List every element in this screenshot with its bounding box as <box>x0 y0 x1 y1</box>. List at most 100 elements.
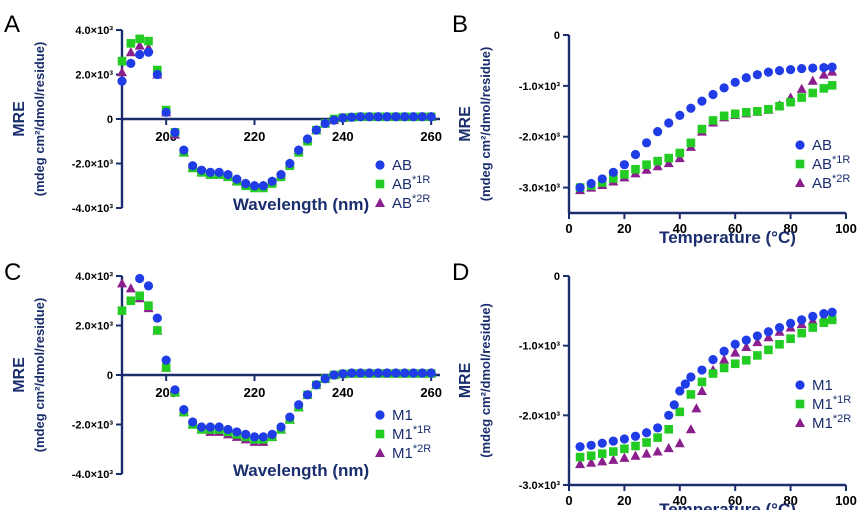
data-point <box>619 160 630 170</box>
y-axis-label: MRE <box>11 101 28 137</box>
data-point <box>708 369 718 378</box>
data-point <box>641 138 652 148</box>
data-point <box>786 97 795 107</box>
y-tick-label: 4.0×10³ <box>75 25 113 37</box>
data-point <box>675 110 685 120</box>
y-tick-label: -3.0×10³ <box>519 183 561 195</box>
data-point <box>320 118 330 129</box>
data-point <box>680 379 690 389</box>
data-point <box>575 452 585 462</box>
data-point <box>708 89 718 100</box>
data-point <box>597 456 608 466</box>
data-point <box>608 454 619 464</box>
data-point <box>320 374 330 384</box>
y-tick-label: -2.0×10³ <box>519 132 561 144</box>
data-point <box>696 385 707 395</box>
data-point <box>653 433 662 442</box>
legend-label: M1 <box>392 407 413 424</box>
data-point <box>267 176 277 186</box>
x-tick-label: 80 <box>783 493 797 508</box>
data-point <box>708 355 718 365</box>
data-point <box>808 323 818 332</box>
data-point <box>152 313 162 323</box>
data-point <box>205 422 215 432</box>
data-point <box>763 332 774 342</box>
data-point <box>741 335 751 345</box>
data-point <box>642 438 651 447</box>
data-point <box>764 104 773 114</box>
data-point <box>719 111 729 121</box>
data-point <box>641 428 652 438</box>
data-point <box>719 354 730 364</box>
data-point <box>241 178 251 189</box>
x-tick-label: 100 <box>835 493 857 508</box>
data-point <box>686 390 696 399</box>
data-point <box>355 112 366 122</box>
legend-label: AB*1R <box>392 174 430 193</box>
data-point <box>741 341 752 352</box>
x-tick-label: 60 <box>728 493 742 508</box>
legend-label: AB <box>812 137 832 154</box>
data-point <box>311 125 321 135</box>
data-point <box>609 174 618 183</box>
data-point <box>338 369 348 379</box>
data-point <box>730 109 740 119</box>
data-point <box>196 422 207 432</box>
y-tick-label: 0 <box>554 271 560 283</box>
data-point <box>329 115 339 125</box>
legend-label: M1*1R <box>812 394 851 413</box>
data-point <box>664 118 674 128</box>
x-tick-label: 20 <box>617 493 631 508</box>
data-point <box>311 380 321 390</box>
x-tick-label: 0 <box>565 493 572 508</box>
data-point <box>355 368 366 378</box>
data-point <box>258 432 268 442</box>
legend-marker <box>795 140 805 150</box>
data-point <box>775 339 784 349</box>
data-point <box>223 170 233 180</box>
data-point <box>819 309 829 319</box>
data-point <box>808 311 818 322</box>
y-axis-label: MRE <box>457 106 474 142</box>
x-tick-label: 20 <box>617 221 631 236</box>
data-point <box>232 427 242 437</box>
panel-letter: D <box>452 259 469 286</box>
data-point <box>347 368 357 378</box>
data-point <box>675 386 685 396</box>
data-point <box>797 63 807 74</box>
data-point <box>143 281 154 291</box>
data-point <box>763 327 774 337</box>
data-point <box>675 148 685 158</box>
data-point <box>608 436 618 446</box>
data-point <box>417 112 427 122</box>
legend-label: AB*2R <box>812 173 850 192</box>
data-point <box>719 363 729 373</box>
data-point <box>125 47 136 57</box>
data-point <box>135 291 144 301</box>
data-point <box>285 158 295 169</box>
x-tick-label: 240 <box>332 385 354 400</box>
data-point <box>719 346 729 356</box>
data-point <box>752 331 762 341</box>
data-point <box>258 181 268 191</box>
data-point <box>763 67 774 77</box>
data-point <box>774 322 785 333</box>
data-point <box>697 124 707 134</box>
data-point <box>161 107 171 117</box>
data-point <box>653 127 663 137</box>
data-point <box>188 161 198 171</box>
data-point <box>608 167 618 177</box>
data-point <box>400 112 410 122</box>
y-tick-label: -2.0×10³ <box>72 159 114 171</box>
data-point <box>214 422 224 432</box>
panel-letter: C <box>4 259 21 286</box>
data-point <box>161 355 171 365</box>
data-point <box>196 165 207 175</box>
data-point <box>664 410 674 420</box>
data-point <box>642 160 651 169</box>
data-point <box>597 449 607 458</box>
data-point <box>117 306 127 315</box>
